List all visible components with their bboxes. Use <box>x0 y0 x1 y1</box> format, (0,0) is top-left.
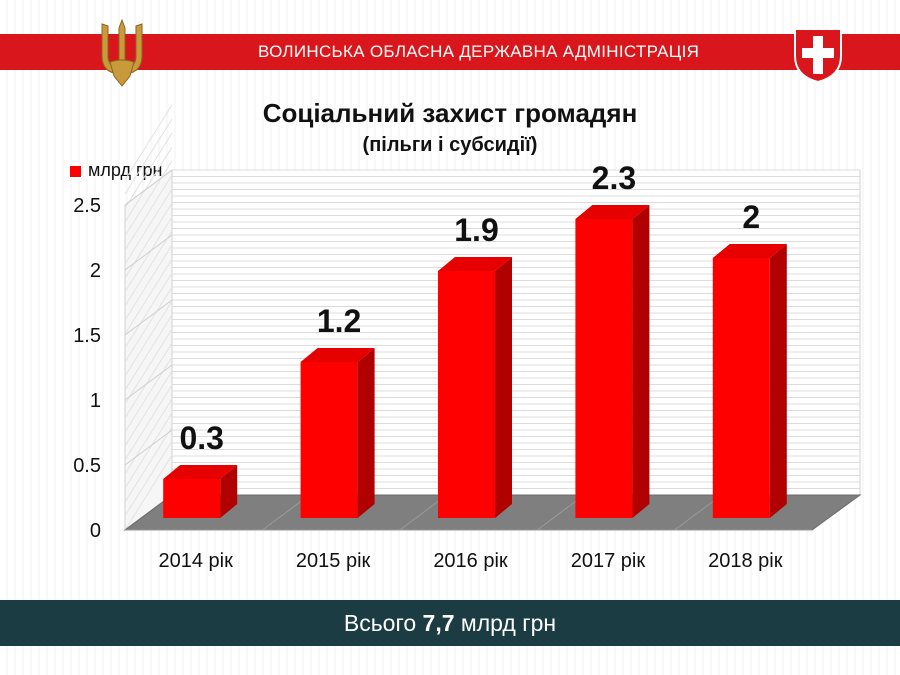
y-tick-label: 0.5 <box>73 455 101 477</box>
gridline-major <box>124 299 173 336</box>
footer-suffix: млрд грн <box>454 610 557 636</box>
side-wall-hatch <box>124 202 173 279</box>
bar-top <box>712 244 787 258</box>
chart-subtitle: (пільги і субсидії) <box>362 134 538 156</box>
side-wall-hatch <box>124 174 173 251</box>
side-wall-hatch <box>124 272 173 349</box>
side-wall-hatch <box>124 104 173 181</box>
gridline-major <box>124 169 173 206</box>
side-wall-hatch <box>124 118 173 195</box>
footer-total-value: 7,7 <box>422 610 455 636</box>
bar-top <box>300 348 375 362</box>
bar <box>438 271 495 518</box>
footer-total: Всього 7,7 млрд грн <box>0 600 900 646</box>
header-bar <box>0 34 900 70</box>
bar-top <box>575 205 650 219</box>
side-wall-hatch <box>124 216 173 293</box>
x-tick-label: 2015 рік <box>296 550 371 572</box>
gridline-major <box>124 429 173 466</box>
side-wall-hatch <box>124 398 173 475</box>
side-wall-hatch <box>124 314 173 391</box>
y-tick-label: 2 <box>90 260 101 282</box>
bar <box>300 362 358 518</box>
side-wall-hatch <box>124 300 173 377</box>
y-tick-label: 2.5 <box>73 195 101 217</box>
side-wall-hatch <box>124 370 173 447</box>
bar-side <box>632 205 650 518</box>
bar <box>712 258 770 518</box>
y-tick-label: 0 <box>90 520 101 542</box>
side-wall-hatch <box>124 258 173 335</box>
ukraine-trident-icon <box>101 18 143 87</box>
y-tick-label: 1.5 <box>73 325 101 347</box>
data-label: 1.9 <box>454 212 498 248</box>
y-tick-label: 1 <box>90 390 101 412</box>
bar <box>163 479 221 518</box>
bar-side <box>495 257 512 518</box>
side-wall-hatch <box>124 132 173 209</box>
data-label: 0.3 <box>179 420 223 456</box>
side-wall-hatch <box>124 244 173 321</box>
x-tick-label: 2014 рік <box>159 550 234 572</box>
header-title: ВОЛИНСЬКА ОБЛАСНА ДЕРЖАВНА АДМІНІСТРАЦІЯ <box>258 42 700 61</box>
side-wall-hatch <box>124 412 173 489</box>
bar-chart: 0 0.5 1 1.5 2 2.5 0.3 2014 рік 1.2 2015 рік 1.9 201… <box>73 104 862 572</box>
side-wall-hatch <box>124 230 173 307</box>
data-label: 1.2 <box>317 303 361 339</box>
side-wall-hatch <box>124 356 173 433</box>
bar-top <box>438 257 512 271</box>
side-wall-hatch <box>124 146 173 223</box>
data-label: 2.3 <box>592 160 636 196</box>
x-tick-label: 2017 рік <box>571 550 646 572</box>
footer-bar <box>0 600 900 646</box>
legend-label: млрд грн <box>88 160 163 180</box>
side-wall-hatch <box>124 188 173 265</box>
side-wall-hatch <box>124 454 173 531</box>
volyn-coat-of-arms-icon <box>794 28 842 84</box>
bar-side <box>357 348 375 518</box>
x-tick-label: 2016 рік <box>433 550 508 572</box>
side-wall-hatch <box>124 440 173 517</box>
side-wall-hatch <box>124 342 173 419</box>
gridline-major <box>124 234 173 271</box>
bar-side <box>769 244 787 518</box>
bar-side <box>220 465 238 518</box>
footer-prefix: Всього <box>343 610 423 636</box>
bar <box>575 219 633 518</box>
x-tick-label: 2018 рік <box>708 550 783 572</box>
side-wall-hatch <box>124 328 173 405</box>
side-wall-hatch <box>124 160 173 237</box>
legend-swatch <box>70 166 81 177</box>
gridline-major <box>124 364 173 401</box>
side-wall-hatch <box>124 384 173 461</box>
bar-top <box>163 465 238 479</box>
chart-title: Соціальний захист громадян <box>262 98 638 128</box>
side-wall-hatch <box>124 426 173 503</box>
side-wall-hatch <box>124 286 173 363</box>
data-label: 2 <box>742 199 760 235</box>
